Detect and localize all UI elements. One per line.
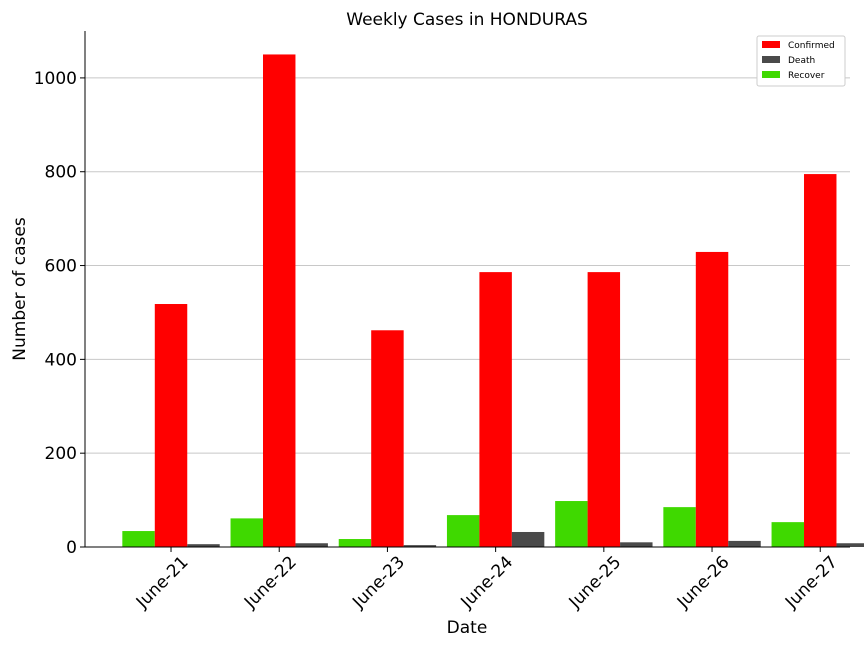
x-tick-label: June-27 — [781, 552, 842, 613]
bar-confirmed-june-23 — [371, 330, 404, 547]
legend-swatch-confirmed — [762, 41, 780, 48]
bar-recover-june-23 — [338, 539, 372, 547]
y-tick-label: 400 — [45, 350, 77, 370]
legend-swatch-death — [762, 56, 780, 63]
legend: Confirmed Death Recover — [756, 35, 846, 87]
x-tick-label: June-26 — [673, 552, 734, 613]
bar-death-june-22 — [295, 543, 328, 547]
x-tick-label: June-21 — [132, 552, 193, 613]
bar-recover-june-24 — [446, 515, 480, 547]
legend-swatch-recover — [762, 71, 780, 78]
bar-death-june-24 — [511, 531, 545, 547]
bars — [122, 54, 864, 548]
x-tick-label: June-24 — [457, 552, 518, 613]
gridlines — [85, 77, 850, 454]
y-tick-label: 0 — [66, 538, 77, 558]
legend-label-death: Death — [788, 56, 815, 66]
bar-confirmed-june-24 — [479, 272, 512, 547]
bar-confirmed-june-22 — [262, 54, 296, 548]
x-tick-label: June-23 — [348, 552, 409, 613]
bar-death-june-26 — [728, 540, 761, 547]
bar-confirmed-june-21 — [154, 304, 188, 547]
x-axis-ticks: June-21 June-22 June-23 June-24 June-25 June-… — [132, 547, 842, 613]
legend-label-recover: Recover — [788, 71, 825, 81]
bar-recover-june-21 — [122, 531, 155, 547]
y-axis-label: Number of cases — [10, 217, 30, 361]
chart-title: Weekly Cases in HONDURAS — [346, 10, 588, 30]
legend-label-confirmed: Confirmed — [788, 41, 835, 51]
bar-recover-june-22 — [230, 518, 263, 547]
bar-death-june-23 — [403, 545, 437, 547]
bar-confirmed-june-26 — [695, 251, 729, 547]
x-tick-label: June-22 — [240, 552, 301, 613]
bar-recover-june-25 — [555, 501, 588, 547]
axes — [84, 31, 850, 548]
y-axis-ticks: 0 200 400 600 800 1000 — [34, 69, 85, 558]
bar-recover-june-26 — [663, 507, 696, 547]
bar-death-june-25 — [620, 542, 653, 547]
x-tick-label: June-25 — [565, 552, 626, 613]
x-axis-label: Date — [447, 618, 488, 638]
y-tick-label: 1000 — [34, 69, 77, 89]
bar-confirmed-june-25 — [587, 272, 621, 547]
bar-recover-june-27 — [771, 522, 805, 547]
bar-death-june-27 — [836, 543, 864, 547]
bar-death-june-21 — [187, 544, 220, 547]
bar-confirmed-june-27 — [804, 174, 837, 547]
y-tick-label: 800 — [45, 163, 77, 183]
y-tick-label: 200 — [45, 444, 77, 464]
y-tick-label: 600 — [45, 257, 77, 277]
